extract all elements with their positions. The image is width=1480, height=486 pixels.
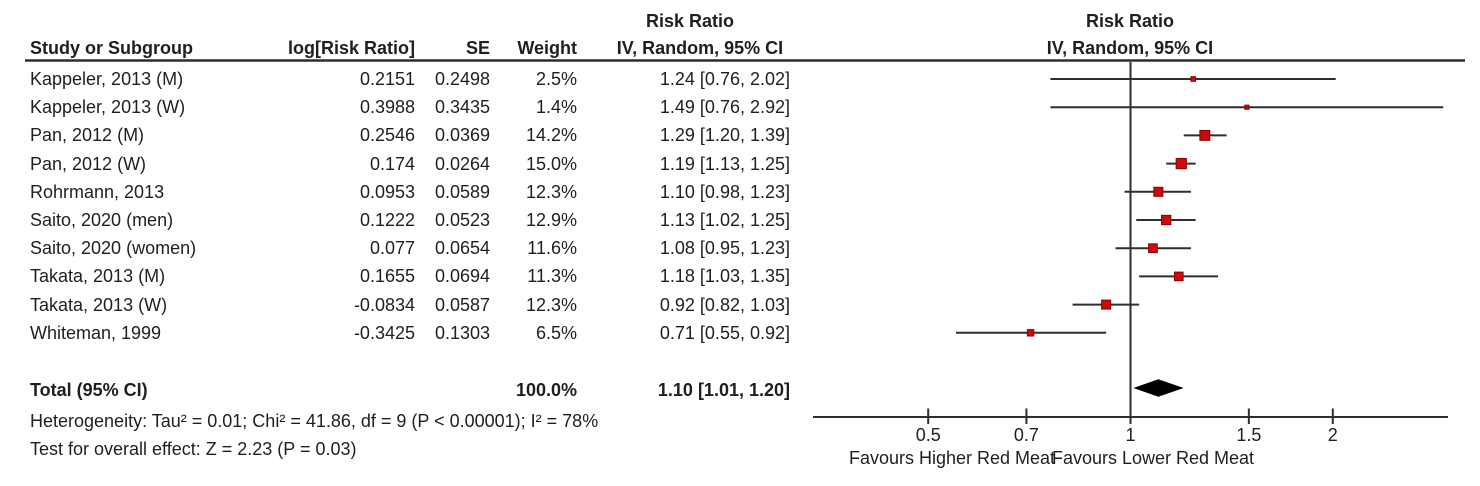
se-column-header: SE <box>465 38 490 58</box>
study-column-header: Study or Subgroup <box>30 38 193 58</box>
se-value: 0.3435 <box>434 97 490 117</box>
effect-square <box>1174 271 1184 282</box>
plot-header-line2: IV, Random, 95% CI <box>1046 38 1214 58</box>
log-rr-value: 0.0953 <box>359 182 415 202</box>
log-rr-column-header: log[Risk Ratio] <box>287 38 415 58</box>
se-value: 0.0589 <box>434 182 490 202</box>
log-rr-value: -0.0834 <box>353 295 415 315</box>
overall-effect-text: Test for overall effect: Z = 2.23 (P = 0… <box>30 439 357 459</box>
study-name: Takata, 2013 (M) <box>30 266 166 286</box>
log-rr-value: 0.2546 <box>359 125 415 145</box>
weight-value: 11.6% <box>527 238 577 258</box>
total-diamond <box>1133 379 1184 397</box>
study-name: Saito, 2020 (men) <box>30 210 174 230</box>
estimate-ci: 1.19 [1.13, 1.25] <box>659 154 790 174</box>
effect-square <box>1244 104 1250 110</box>
effect-square <box>1190 76 1197 82</box>
effect-square <box>1101 299 1112 310</box>
log-rr-value: 0.1655 <box>359 266 415 286</box>
estimate-ci: 1.49 [0.76, 2.92] <box>659 97 790 117</box>
se-value: 0.0264 <box>434 154 490 174</box>
weight-value: 15.0% <box>525 154 577 174</box>
weight-value: 2.5% <box>535 69 577 89</box>
total-weight: 100.0% <box>515 380 577 400</box>
axis-tick-label: 0.5 <box>915 425 941 445</box>
axis-tick-label: 1 <box>1125 425 1136 445</box>
log-rr-value: 0.2151 <box>359 69 415 89</box>
effect-square <box>1175 157 1187 170</box>
effect-square <box>1026 329 1035 337</box>
log-rr-value: 0.174 <box>369 154 415 174</box>
estimate-ci: 1.18 [1.03, 1.35] <box>659 266 790 286</box>
total-estimate: 1.10 [1.01, 1.20] <box>657 380 790 400</box>
total-label: Total (95% CI) <box>30 380 148 400</box>
effect-square <box>1199 129 1211 141</box>
estimate-ci: 0.71 [0.55, 0.92] <box>659 323 790 343</box>
weight-value: 1.4% <box>535 97 577 117</box>
study-name: Takata, 2013 (W) <box>30 295 168 315</box>
estimate-ci: 0.92 [0.82, 1.03] <box>659 295 790 315</box>
estimate-ci: 1.08 [0.95, 1.23] <box>659 238 790 258</box>
estimate-ci: 1.24 [0.76, 2.02] <box>659 69 790 89</box>
weight-value: 12.9% <box>525 210 577 230</box>
effect-square <box>1153 186 1164 197</box>
study-name: Kappeler, 2013 (M) <box>30 69 184 89</box>
weight-value: 12.3% <box>525 182 577 202</box>
plot-header-line1: Risk Ratio <box>1085 11 1175 31</box>
weight-value: 11.3% <box>527 266 577 286</box>
se-value: 0.0587 <box>434 295 490 315</box>
log-rr-value: -0.3425 <box>353 323 415 343</box>
weight-value: 12.3% <box>525 295 577 315</box>
study-name: Saito, 2020 (women) <box>30 238 197 258</box>
favours-right-label: Favours Lower Red Meat <box>1051 448 1255 468</box>
effect-column-header-line1: Risk Ratio <box>645 11 735 31</box>
study-name: Kappeler, 2013 (W) <box>30 97 186 117</box>
se-value: 0.2498 <box>434 69 490 89</box>
effect-square <box>1148 243 1158 254</box>
study-name: Whiteman, 1999 <box>30 323 162 343</box>
log-rr-value: 0.3988 <box>359 97 415 117</box>
heterogeneity-text: Heterogeneity: Tau² = 0.01; Chi² = 41.86… <box>30 411 599 431</box>
se-value: 0.1303 <box>434 323 490 343</box>
se-value: 0.0694 <box>434 266 490 286</box>
se-value: 0.0654 <box>434 238 490 258</box>
se-value: 0.0369 <box>434 125 490 145</box>
axis-tick-label: 2 <box>1327 425 1338 445</box>
weight-value: 6.5% <box>535 323 577 343</box>
effect-square <box>1161 214 1172 226</box>
effect-column-header-line2: IV, Random, 95% CI <box>616 38 784 58</box>
estimate-ci: 1.10 [0.98, 1.23] <box>659 182 790 202</box>
estimate-ci: 1.13 [1.02, 1.25] <box>659 210 790 230</box>
study-name: Rohrmann, 2013 <box>30 182 165 202</box>
estimate-ci: 1.29 [1.20, 1.39] <box>659 125 790 145</box>
favours-left-label: Favours Higher Red Meat <box>848 448 1056 468</box>
log-rr-value: 0.077 <box>369 238 415 258</box>
axis-tick-label: 0.7 <box>1013 425 1039 445</box>
axis-tick-label: 1.5 <box>1236 425 1262 445</box>
weight-column-header: Weight <box>517 38 577 58</box>
se-value: 0.0523 <box>434 210 490 230</box>
log-rr-value: 0.1222 <box>359 210 415 230</box>
study-name: Pan, 2012 (W) <box>30 154 147 174</box>
weight-value: 14.2% <box>525 125 577 145</box>
study-name: Pan, 2012 (M) <box>30 125 145 145</box>
